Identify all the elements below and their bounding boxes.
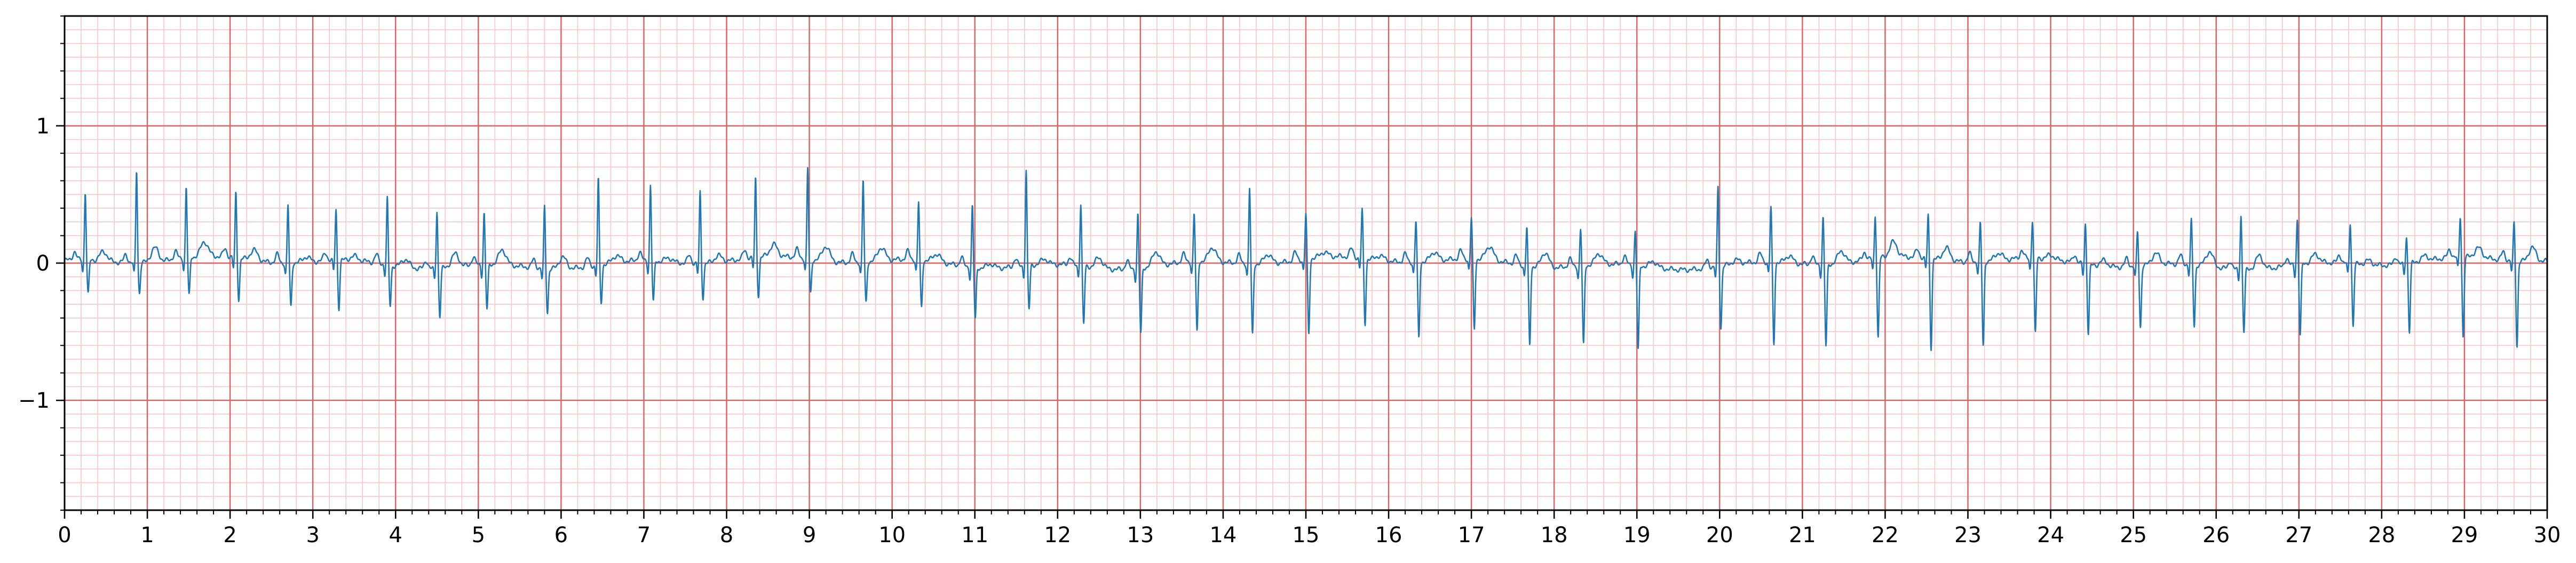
- x-tick-label: 8: [720, 523, 733, 548]
- x-tick-label: 13: [1127, 523, 1154, 548]
- trace-layer: [64, 166, 2548, 351]
- x-tick-label: 25: [2120, 523, 2147, 548]
- x-tick-label: 12: [1044, 523, 1071, 548]
- x-tick-label: 28: [2368, 523, 2395, 548]
- x-tick-label: 19: [1623, 523, 1651, 548]
- x-tick-label: 23: [1954, 523, 1981, 548]
- x-tick-label: 7: [637, 523, 651, 548]
- y-tick-label: 1: [36, 114, 50, 139]
- x-tick-label: 20: [1706, 523, 1733, 548]
- y-tick-label: 0: [36, 251, 50, 276]
- x-tick-label: 29: [2451, 523, 2478, 548]
- x-tick-label: 5: [472, 523, 485, 548]
- ecg-trace-line: [64, 166, 2548, 351]
- x-tick-label: 26: [2202, 523, 2230, 548]
- x-tick-label: 9: [803, 523, 816, 548]
- y-tick-label: −1: [18, 388, 50, 413]
- x-tick-label: 27: [2285, 523, 2312, 548]
- x-tick-label: 1: [140, 523, 154, 548]
- x-tick-label: 21: [1789, 523, 1816, 548]
- x-tick-label: 22: [1872, 523, 1899, 548]
- x-tick-label: 17: [1458, 523, 1485, 548]
- x-tick-label: 24: [2037, 523, 2064, 548]
- x-tick-label: 6: [554, 523, 568, 548]
- x-tick-label: 0: [58, 523, 71, 548]
- x-tick-label: 16: [1375, 523, 1402, 548]
- x-axis: 0 1 2 3 4 5 6 7 8 9 10 11 12 13 14 15 16 17 18 19 20 21 22 23 24…: [58, 510, 2561, 548]
- x-tick-label: 10: [878, 523, 906, 548]
- x-tick-label: 14: [1209, 523, 1237, 548]
- x-tick-label: 18: [1541, 523, 1568, 548]
- x-tick-label: 3: [306, 523, 319, 548]
- x-tick-label: 4: [389, 523, 402, 548]
- x-tick-label: 30: [2534, 523, 2561, 548]
- x-tick-label: 11: [961, 523, 988, 548]
- major-grid: [64, 16, 2548, 510]
- y-axis: −1 0 1: [18, 15, 65, 511]
- x-tick-label: 2: [223, 523, 236, 548]
- x-tick-label: 15: [1293, 523, 1320, 548]
